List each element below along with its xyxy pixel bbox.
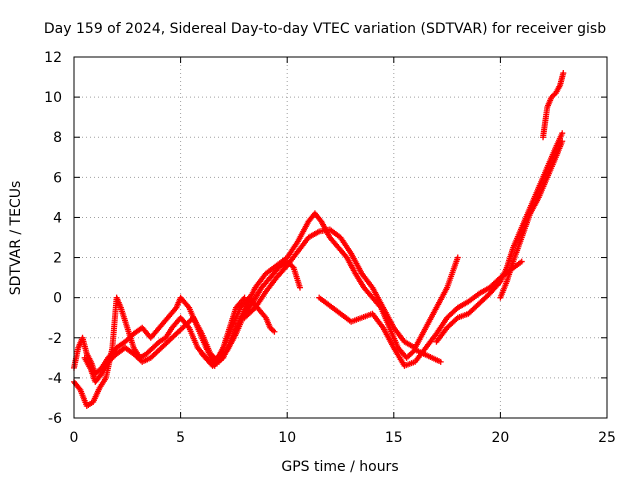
data-point — [560, 70, 567, 77]
series-arc-8 — [497, 138, 566, 301]
tick-labels: 0 5 10 15 20 25 -6 -4 -2 0 2 4 6 8 10 12 — [44, 50, 616, 446]
data-point — [453, 315, 460, 322]
data-point — [559, 138, 566, 145]
x-tick-label: 20 — [491, 430, 509, 446]
data-markers — [71, 70, 567, 409]
y-tick-label: 6 — [53, 170, 62, 186]
y-tick-label: 2 — [53, 251, 62, 267]
data-point — [437, 358, 444, 365]
y-tick-label: 4 — [53, 210, 62, 226]
y-tick-label: -4 — [48, 371, 62, 387]
axis-ticks — [73, 56, 608, 419]
series-arc-9 — [540, 70, 567, 141]
y-axis-label: SDTVAR / TECUs — [8, 181, 24, 296]
data-point — [496, 279, 503, 286]
data-point — [289, 263, 296, 270]
x-tick-label: 15 — [385, 430, 403, 446]
y-tick-label: 8 — [53, 130, 62, 146]
y-tick-label: 10 — [44, 90, 62, 106]
data-point — [241, 294, 248, 301]
chart-title: Day 159 of 2024, Sidereal Day-to-day VTE… — [44, 21, 606, 37]
y-tick-label: -6 — [48, 411, 62, 427]
data-point — [559, 130, 566, 137]
series-arc-4 — [198, 210, 444, 369]
y-tick-label: 0 — [53, 291, 62, 307]
data-point — [296, 284, 303, 291]
x-tick-label: 5 — [176, 430, 185, 446]
data-point — [97, 372, 104, 379]
x-tick-label: 0 — [70, 430, 79, 446]
data-point — [518, 258, 525, 265]
plot-frame — [73, 56, 608, 419]
grid-lines — [74, 57, 607, 418]
data-point — [454, 254, 461, 261]
y-tick-label: -2 — [48, 331, 62, 347]
data-point — [271, 328, 278, 335]
x-tick-label: 25 — [598, 430, 616, 446]
series-arc-6 — [316, 258, 525, 369]
data-point — [76, 385, 83, 392]
series-arc-5 — [241, 226, 461, 351]
x-axis-label: GPS time / hours — [281, 459, 398, 475]
y-tick-label: 12 — [44, 50, 62, 66]
x-tick-label: 10 — [278, 430, 296, 446]
